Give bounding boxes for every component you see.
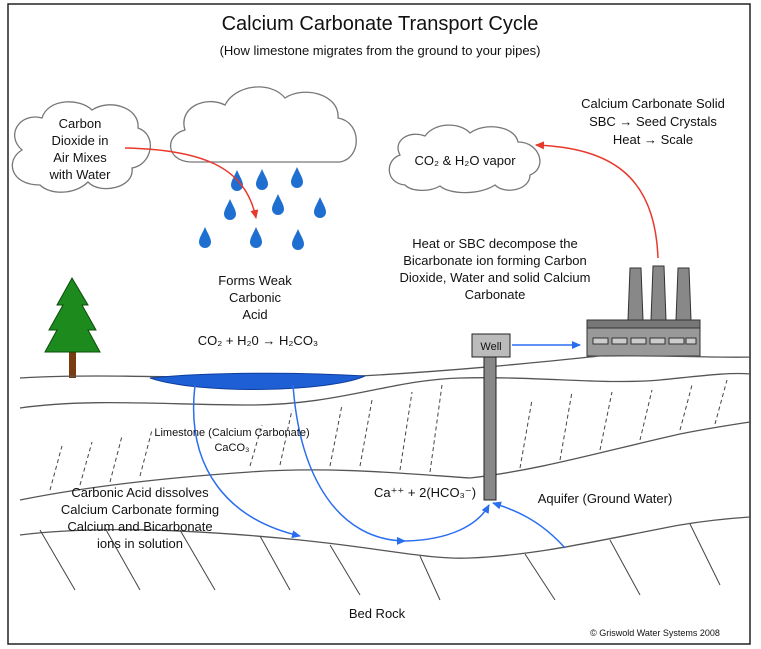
subtitle: (How limestone migrates from the ground … [220,43,541,58]
dissolves-label: Calcium and Bicarbonate [67,519,212,534]
title: Calcium Carbonate Transport Cycle [222,13,539,35]
aquifer-label: Aquifer (Ground Water) [538,491,673,506]
cloud-label: Air Mixes [53,150,107,165]
cloud-label: Dioxide in [51,133,108,148]
solid-label: Calcium Carbonate Solid [581,96,725,111]
limestone-label: Limestone (Calcium Carbonate) [154,427,309,439]
decompose-label: Heat or SBC decompose the [412,236,577,251]
cloud-label: Carbon [59,116,102,131]
decompose-label: Bicarbonate ion forming Carbon [403,253,587,268]
copyright: © Griswold Water Systems 2008 [590,628,720,638]
limestone-label: CaCO₃ [214,442,249,454]
dissolves-label: Carbonic Acid dissolves [71,485,209,500]
diagram: Calcium Carbonate Transport Cycle (How l… [0,0,761,649]
dissolves-label: ions in solution [97,536,183,551]
cloud-label: with Water [49,167,112,182]
decompose-label: Dioxide, Water and solid Calcium [400,270,591,285]
vapor-label: CO₂ & H₂O vapor [414,153,516,168]
acid-label: Carbonic [229,290,282,305]
well-label: Well [480,341,501,353]
acid-label: Forms Weak [218,273,292,288]
bedrock-label: Bed Rock [349,606,406,621]
ions-label: Ca⁺⁺ + 2(HCO₃⁻) [374,485,476,500]
reaction-label: CO₂ + H₂0 → H₂CO₃ [198,333,318,348]
dissolves-label: Calcium Carbonate forming [61,502,219,517]
solid-label: SBC → Seed Crystals [589,114,717,129]
solid-label: Heat → Scale [613,132,693,147]
acid-label: Acid [242,307,267,322]
decompose-label: Carbonate [465,287,526,302]
